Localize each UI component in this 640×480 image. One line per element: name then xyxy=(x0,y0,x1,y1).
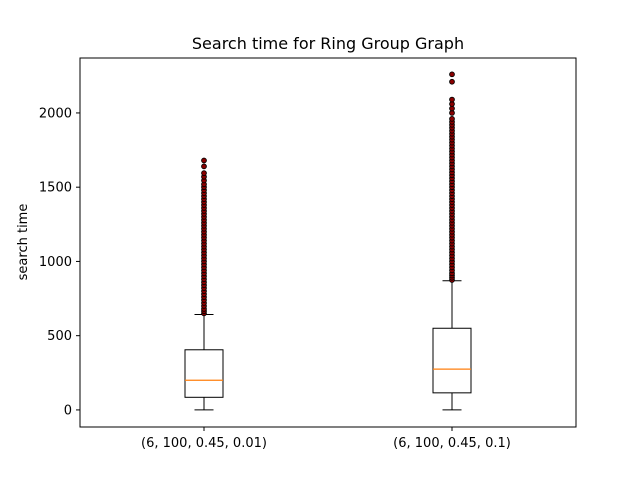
axes-frame xyxy=(79,57,577,428)
outlier-point xyxy=(449,116,455,122)
y-tick-label: 1000 xyxy=(39,255,72,270)
chart-title: Search time for Ring Group Graph xyxy=(192,34,464,53)
y-axis-label: search time xyxy=(16,204,31,281)
iqr-box xyxy=(432,327,472,394)
y-tick-label: 500 xyxy=(47,329,72,344)
outlier-point xyxy=(201,163,207,170)
y-tick-label: 0 xyxy=(64,403,72,418)
outlier-point xyxy=(449,96,455,103)
x-tick-label: (6, 100, 0.45, 0.01) xyxy=(141,436,267,451)
outlier-point xyxy=(449,71,455,78)
outlier-point xyxy=(449,78,455,85)
outlier-point xyxy=(201,170,207,176)
iqr-box xyxy=(184,349,224,398)
outlier-point xyxy=(201,157,207,164)
y-tick-label: 2000 xyxy=(39,106,72,121)
x-tick-label: (6, 100, 0.45, 0.1) xyxy=(393,436,511,451)
y-tick-label: 1500 xyxy=(39,181,72,196)
plot-area: 0 500 1000 1500 2000 (6, 100, 0.45, 0.01) (6, … xyxy=(39,71,511,451)
